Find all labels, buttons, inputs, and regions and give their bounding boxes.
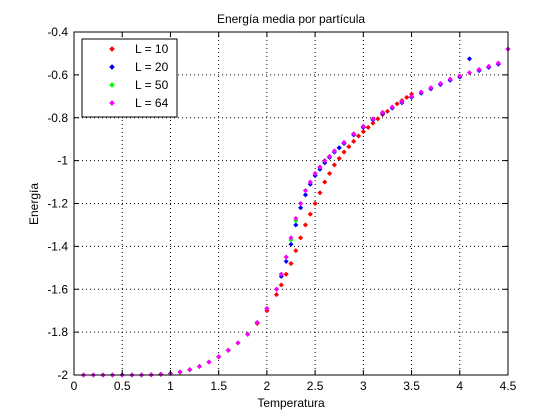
legend: L = 10 L = 20 L = 50 L = 64 xyxy=(82,39,177,117)
x-tick-label: 0.5 xyxy=(114,379,131,393)
y-tick-label: -0.4 xyxy=(47,25,68,39)
legend-label: L = 10 xyxy=(135,42,169,56)
x-tick-label: 1 xyxy=(167,379,174,393)
x-tick-label: 4 xyxy=(456,379,463,393)
x-axis-label: Temperatura xyxy=(257,396,325,410)
y-tick-label: -0.8 xyxy=(47,111,68,125)
legend-label: L = 50 xyxy=(135,78,169,92)
y-tick-label: -1.6 xyxy=(47,282,68,296)
legend-label: L = 64 xyxy=(135,96,169,110)
chart-title: Energía media por partícula xyxy=(217,12,365,26)
legend-label: L = 20 xyxy=(135,60,169,74)
y-axis-label: Energía xyxy=(27,183,41,225)
y-tick-label: -1.8 xyxy=(47,325,68,339)
y-tick-label: -1.4 xyxy=(47,239,68,253)
y-tick-label: -0.6 xyxy=(47,68,68,82)
x-tick-label: 0 xyxy=(71,379,78,393)
y-tick-label: -1 xyxy=(57,154,68,168)
x-tick-label: 2.5 xyxy=(307,379,324,393)
x-tick-label: 1.5 xyxy=(210,379,227,393)
y-tick-label: -2 xyxy=(57,368,68,382)
x-tick-label: 3 xyxy=(360,379,367,393)
x-tick-label: 3.5 xyxy=(403,379,420,393)
y-tick-label: -1.2 xyxy=(47,197,68,211)
x-tick-label: 2 xyxy=(264,379,271,393)
x-tick-label: 4.5 xyxy=(500,379,517,393)
